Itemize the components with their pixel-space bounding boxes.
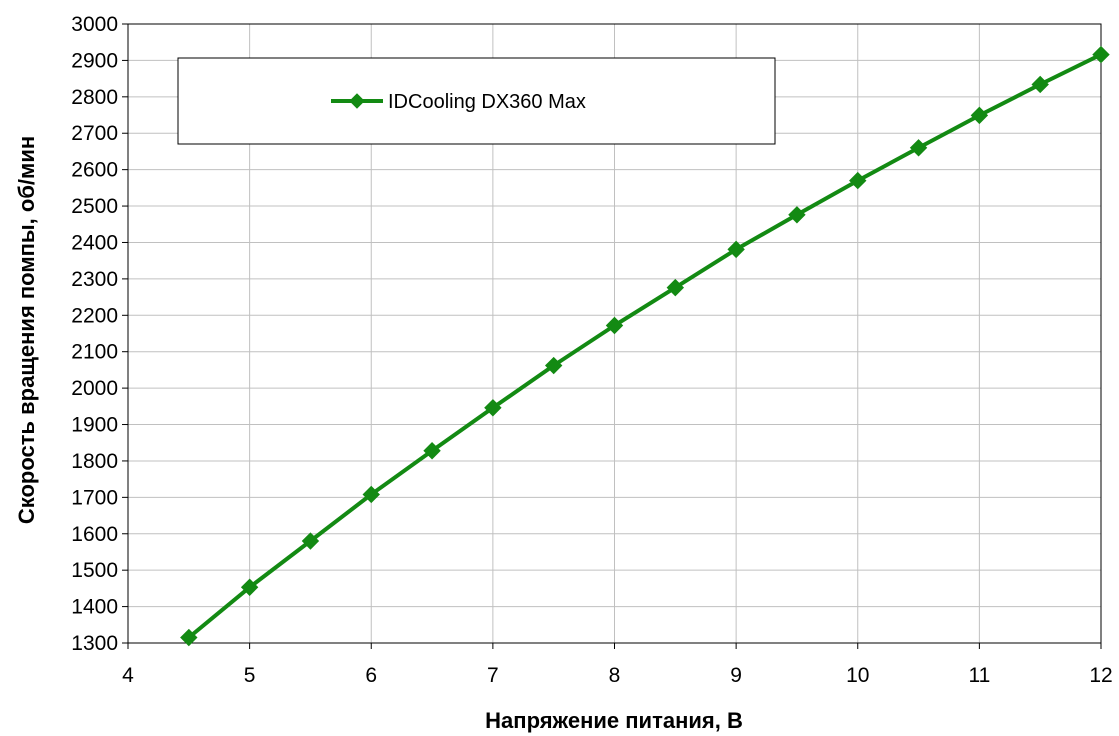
y-tick-label: 1300	[71, 632, 118, 655]
y-axis-title: Скорость вращения помпы, об/мин	[14, 136, 39, 524]
legend-diamond-marker	[349, 93, 365, 109]
x-tick-label: 12	[1089, 664, 1112, 687]
data-point-marker	[362, 485, 380, 504]
legend: IDCooling DX360 Max	[177, 57, 776, 145]
y-tick-label: 2800	[71, 86, 118, 109]
y-tick-label: 1800	[71, 450, 118, 473]
y-tick-label: 2300	[71, 268, 118, 291]
data-point-marker	[240, 578, 259, 596]
data-point-marker	[1031, 75, 1049, 94]
data-point-marker	[849, 171, 867, 190]
data-point-marker	[605, 316, 624, 335]
y-axis-ticks: 1300 1400 1500 1600 1700 1800 1900 2000 2100 2200…	[71, 13, 128, 655]
series-line	[187, 52, 1102, 640]
data-point-marker	[484, 399, 502, 417]
data-point-marker	[666, 278, 685, 297]
x-tick-label: 9	[730, 664, 742, 687]
data-point-marker	[909, 139, 928, 157]
y-tick-label: 2100	[71, 341, 118, 364]
x-tick-label: 11	[968, 664, 990, 687]
data-point-marker	[423, 442, 441, 460]
series-layer	[180, 45, 1110, 647]
y-tick-label: 2700	[71, 122, 118, 145]
y-tick-label: 2900	[71, 49, 118, 72]
y-tick-label: 2200	[71, 304, 118, 327]
x-tick-label: 7	[487, 664, 499, 687]
y-tick-label: 1600	[71, 523, 118, 546]
y-tick-label: 1500	[71, 559, 118, 582]
data-point-marker	[301, 532, 320, 550]
data-point-marker	[727, 240, 745, 259]
x-tick-label: 5	[244, 664, 256, 687]
y-tick-label: 2000	[71, 377, 118, 400]
y-tick-label: 1400	[71, 596, 118, 619]
legend-series-label: IDCooling DX360 Max	[388, 91, 586, 113]
x-tick-label: 6	[365, 664, 377, 687]
data-point-marker	[180, 628, 198, 647]
legend-box	[177, 57, 776, 145]
x-tick-label: 8	[609, 664, 621, 687]
data-point-marker	[544, 356, 563, 375]
x-tick-label: 4	[122, 664, 134, 687]
x-axis-ticks: 4 5 6 7 8 9 10 11 12	[122, 643, 1113, 687]
data-point-marker	[970, 106, 989, 125]
y-tick-label: 3000	[71, 13, 118, 36]
x-axis-title: Напряжение питания, В	[485, 708, 743, 733]
data-point-marker	[788, 206, 806, 224]
y-tick-label: 1700	[71, 486, 118, 509]
x-tick-label: 10	[846, 664, 869, 687]
y-tick-label: 2600	[71, 159, 118, 182]
y-tick-label: 1900	[71, 414, 118, 437]
data-point-marker	[1092, 45, 1110, 64]
y-tick-label: 2400	[71, 231, 118, 254]
y-tick-label: 2500	[71, 195, 118, 218]
